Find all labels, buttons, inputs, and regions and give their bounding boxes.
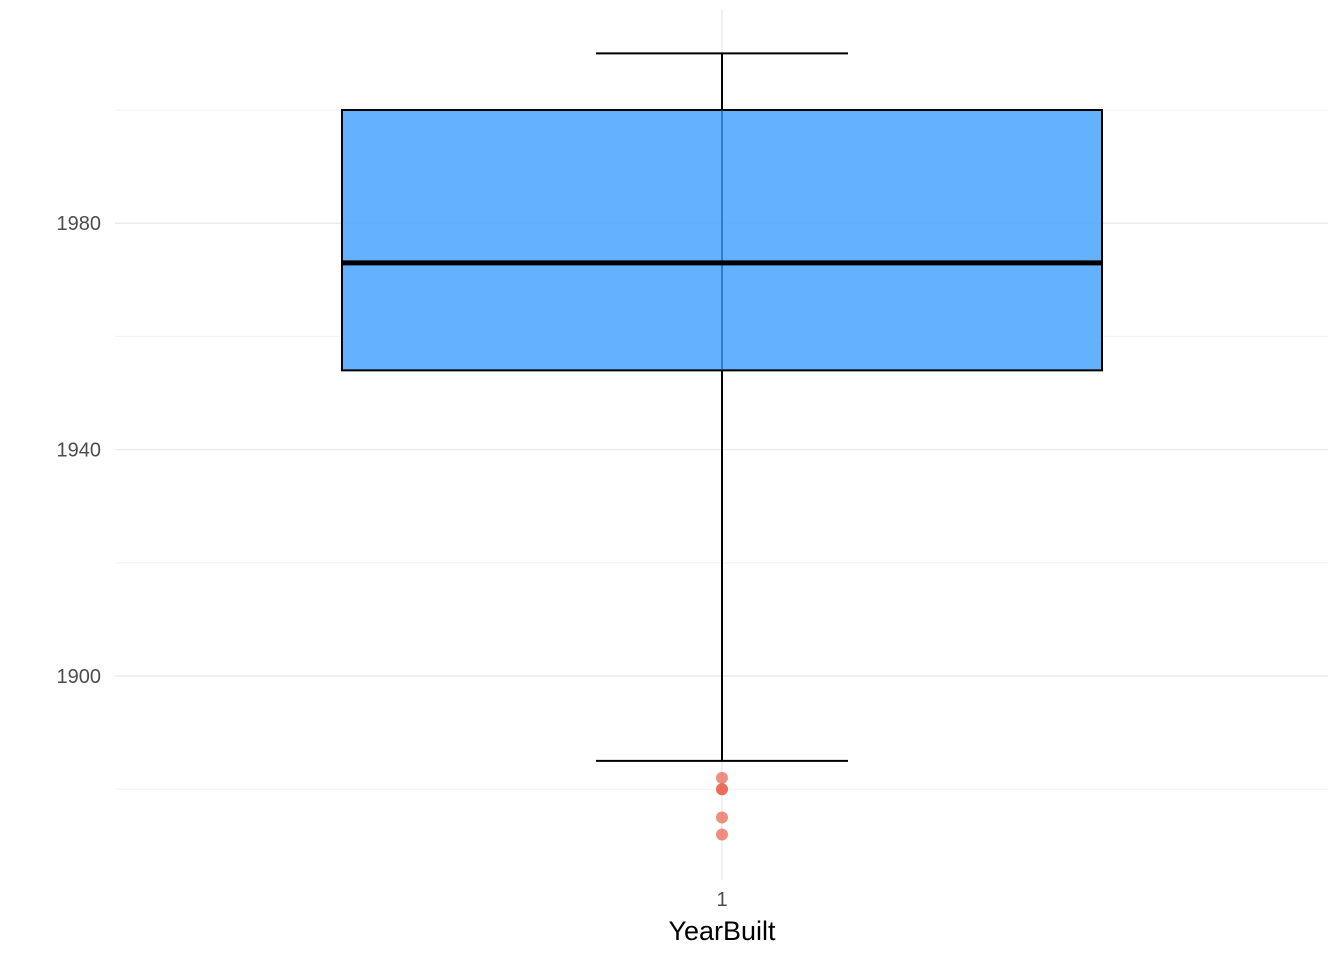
- y-axis: 1900 1940 1980: [57, 213, 102, 688]
- outlier-point: [716, 783, 728, 796]
- y-tick-label: 1940: [57, 440, 102, 462]
- x-axis: 1: [716, 889, 727, 911]
- x-axis-title: YearBuilt: [668, 916, 776, 946]
- plot-marks: [341, 52, 1103, 841]
- outlier-point: [716, 828, 728, 841]
- y-tick-label: 1900: [57, 666, 102, 688]
- x-tick-label: 1: [716, 889, 727, 911]
- outlier-point: [716, 811, 728, 824]
- y-tick-label: 1980: [57, 213, 102, 235]
- outlier-point: [716, 771, 728, 784]
